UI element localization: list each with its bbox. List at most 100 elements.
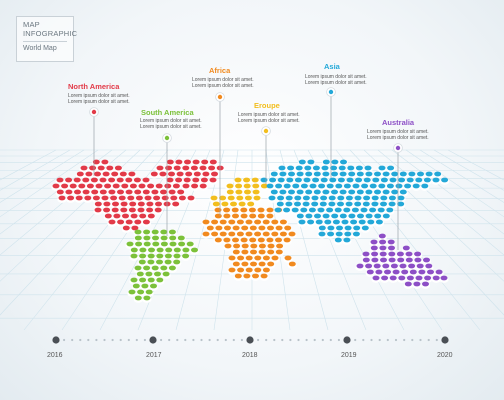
map-dot — [147, 259, 155, 265]
timeline-tick — [216, 338, 219, 342]
map-dot — [76, 171, 84, 177]
map-dot — [270, 171, 278, 177]
timeline-year-2016: 2016 — [47, 352, 63, 359]
map-dot — [224, 225, 231, 231]
map-dot — [219, 195, 227, 201]
map-dot — [298, 159, 306, 165]
map-dot — [212, 201, 220, 207]
map-dot — [128, 207, 136, 213]
map-dot — [387, 165, 395, 171]
map-dot — [390, 263, 398, 269]
timeline-tick — [313, 338, 316, 342]
map-dot — [335, 183, 343, 189]
map-dot — [288, 189, 295, 195]
map-dot — [374, 213, 382, 219]
map-dot — [275, 225, 283, 231]
timeline-tick — [297, 338, 300, 342]
map-dot — [337, 195, 345, 201]
map-dot — [391, 189, 399, 195]
map-dot — [175, 177, 183, 183]
map-dot — [101, 195, 109, 201]
map-dot — [178, 195, 186, 201]
map-dot — [395, 183, 403, 189]
timeline-tick — [289, 338, 292, 342]
map-dot — [423, 177, 431, 183]
map-dot — [267, 261, 275, 267]
map-dot — [241, 249, 249, 255]
map-dot — [401, 269, 409, 275]
map-dot — [226, 189, 234, 195]
map-dot — [125, 177, 133, 183]
map-dot — [365, 171, 373, 177]
grid-line — [0, 149, 99, 218]
map-dot — [244, 189, 251, 195]
map-dot — [271, 231, 279, 237]
map-dot — [156, 277, 164, 283]
map-dot — [240, 213, 248, 219]
map-dot — [382, 213, 390, 219]
map-dot — [165, 165, 173, 171]
map-dot — [114, 165, 122, 171]
map-dot — [415, 275, 423, 281]
map-dot — [138, 259, 146, 265]
map-dot — [362, 251, 370, 257]
map-dot — [327, 225, 335, 231]
timeline-tick — [71, 338, 74, 342]
map-dot — [331, 171, 338, 177]
subtitle: World Map — [23, 45, 57, 52]
map-dot — [335, 231, 343, 237]
map-dot — [312, 165, 320, 171]
map-dot — [286, 177, 294, 183]
map-dot — [106, 165, 114, 171]
map-dot — [135, 195, 143, 201]
map-dot — [144, 195, 152, 201]
map-dot — [129, 183, 137, 189]
timeline-tick — [79, 338, 82, 342]
map-dot — [97, 165, 105, 171]
map-dot — [266, 183, 274, 189]
map-dot — [250, 243, 258, 249]
timeline-tick — [143, 338, 146, 342]
map-dot — [275, 237, 282, 243]
map-dot — [262, 219, 270, 225]
map-dot — [208, 165, 216, 171]
map-dot — [300, 183, 308, 189]
timeline-tick — [419, 338, 422, 342]
map-dot — [206, 225, 214, 231]
map-dot — [233, 243, 241, 249]
map-dot — [434, 171, 442, 177]
map-dot — [236, 231, 244, 237]
map-dot — [143, 241, 151, 247]
map-dot — [339, 189, 347, 195]
map-dot — [326, 183, 334, 189]
pin-dot — [217, 94, 223, 100]
map-dot — [245, 255, 253, 261]
map-dot — [223, 237, 231, 243]
map-dot — [231, 207, 239, 213]
label-australia: Australia — [382, 118, 415, 127]
map-dot — [275, 183, 283, 189]
map-dot — [379, 251, 387, 257]
map-dot — [348, 171, 356, 177]
map-dot — [330, 165, 338, 171]
map-dot — [396, 251, 404, 257]
map-dot — [58, 195, 66, 201]
map-dot — [130, 253, 138, 259]
map-dot — [412, 183, 420, 189]
map-dot — [326, 207, 334, 213]
map-dot — [228, 267, 236, 273]
map-dot — [271, 219, 279, 225]
map-dot — [305, 189, 313, 195]
grid-line — [0, 149, 71, 191]
map-dot — [271, 255, 279, 261]
map-dot — [223, 213, 231, 219]
map-dot — [232, 213, 239, 219]
map-dot — [331, 159, 339, 165]
map-dot — [138, 183, 146, 189]
map-dot — [142, 189, 150, 195]
map-dot — [152, 235, 159, 241]
map-dot — [250, 261, 257, 267]
map-dot — [278, 165, 286, 171]
map-dot — [183, 177, 191, 183]
map-dot — [82, 189, 90, 195]
